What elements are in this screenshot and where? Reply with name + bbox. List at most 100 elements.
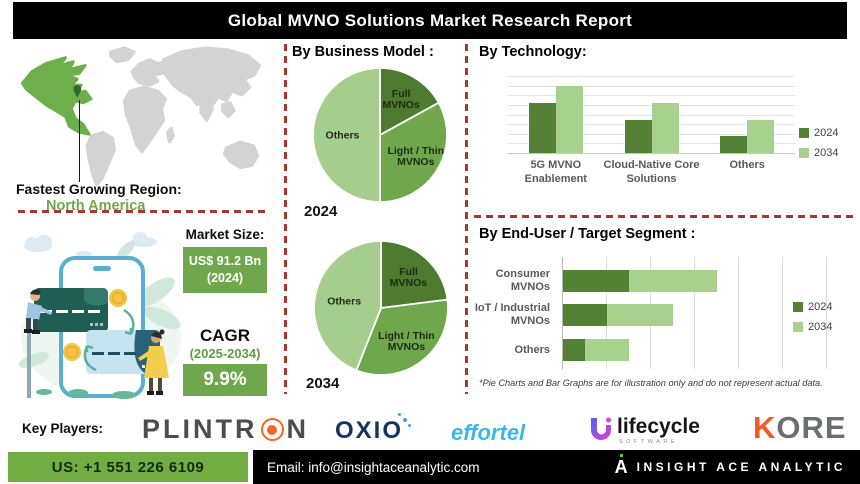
pie-slice-full-mvnos (380, 240, 449, 309)
effortel-logo: effortel (451, 420, 526, 445)
map-se-asia (220, 101, 236, 118)
category-label-others: Others (514, 343, 550, 356)
legend-swatch-2034 (799, 148, 809, 158)
pie-chart-2024: Full MVNOs Light / Thin MVNOs Others (310, 65, 450, 205)
plintron-o-ring-icon (260, 418, 284, 441)
grass-decoration (36, 389, 136, 399)
market-size-value: US$ 91.2 Bn (188, 254, 262, 268)
lifecycle-logo-text: lifecycle (617, 415, 700, 438)
bar-cloud-native-core-solutions-2034 (651, 102, 679, 153)
legend-label-2024: 2024 (808, 301, 833, 313)
person-man (24, 289, 52, 334)
category-label-cloud-native-core-solutions: Cloud-Native Core Solutions (603, 159, 700, 185)
cagr-value-box: 9.9% (183, 363, 267, 396)
pole (27, 332, 31, 398)
coin-icon (63, 343, 81, 361)
lifecycle-logo: lifecycle SOFTWARE (588, 416, 700, 445)
map-asia (160, 46, 262, 107)
kore-k-letter: K (753, 410, 777, 445)
bar-row-others (563, 339, 827, 361)
credit-card-dark (34, 288, 108, 332)
map-leader-line (79, 100, 80, 182)
cagr-label: CAGR (199, 325, 251, 345)
plintron-logo-text: PLINTR (142, 414, 258, 444)
pie-slice-others (313, 240, 382, 372)
bar-row-iot-industrial-mvnos (563, 304, 827, 326)
pie-year-label-2034: 2034 (306, 375, 340, 392)
legend-label-2034: 2034 (814, 147, 839, 159)
phone-number-box: US: +1 551 226 6109 (8, 452, 248, 482)
gridline (508, 85, 795, 87)
world-map (8, 42, 274, 199)
pie-slice-light-thin-mvnos (379, 101, 448, 203)
category-label-consumer-mvnos: Consumer MVNOs (495, 268, 550, 293)
brand-a-icon: A (614, 454, 628, 477)
technology-legend: 2024 2034 (799, 127, 838, 159)
bar-segment-consumer-mvnos-2034 (629, 270, 717, 292)
dashed-divider-vertical-2 (465, 44, 468, 394)
kore-logo: KORE (753, 410, 847, 446)
bar-others-2024 (720, 136, 748, 153)
business-model-heading: By Business Model : (292, 44, 434, 60)
pie-slice-label-light-thin-mvnos: Light / Thin MVNOs (387, 145, 444, 168)
legend-swatch-2024 (793, 302, 803, 312)
brand-name: INSIGHT ACE ANALYTIC (636, 460, 846, 474)
bar-segment-others-2034 (585, 339, 629, 361)
map-australia (222, 140, 260, 169)
pie-slice-label-others: Others (326, 130, 360, 142)
bar-others-2034 (747, 119, 775, 153)
end-user-bar-chart (562, 257, 827, 369)
map-europe (130, 58, 171, 87)
legend-item-2024: 2024 (799, 127, 838, 139)
dashed-divider-horizontal-right (474, 215, 856, 218)
pie-slice-label-full-mvnos: Full MVNOs (390, 266, 428, 289)
bar-segment-consumer-mvnos-2024 (563, 270, 629, 292)
technology-bar-chart (508, 76, 795, 154)
legend-swatch-2024 (799, 128, 809, 138)
gridline (508, 95, 795, 97)
key-players-label: Key Players: (22, 421, 104, 436)
footer-bar: Email: info@insightaceanalytic.com A INS… (253, 450, 860, 484)
bar-cloud-native-core-solutions-2024 (624, 119, 652, 153)
fastest-growing-region-value: North America (46, 198, 146, 214)
plintron-logo-text: N (286, 414, 309, 444)
bar-segment-iot-industrial-mvnos-2034 (607, 304, 673, 326)
pie-slice-label-full-mvnos: Full MVNOs (382, 88, 420, 111)
swap-arrows (83, 308, 135, 372)
oxio-logo-text: OXIO (335, 417, 404, 444)
insight-ace-analytic-logo: A INSIGHT ACE ANALYTIC (614, 454, 846, 477)
category-label-iot-industrial-mvnos: IoT / Industrial MVNOs (474, 302, 550, 327)
legend-item-2034: 2034 (793, 321, 832, 333)
location-pin-icon (73, 85, 82, 98)
pie-year-label-2024: 2024 (304, 203, 338, 220)
market-size-value-box: US$ 91.2 Bn (2024) (183, 247, 267, 293)
bar-5g-mvno-enablement-2024 (528, 102, 556, 153)
leaf-decoration (18, 240, 181, 368)
lifecycle-icon (591, 417, 611, 440)
cagr-period: (2025-2034) (189, 345, 261, 361)
map-greenland (109, 46, 136, 64)
map-north-america-highlight (20, 56, 93, 136)
map-south-america (85, 130, 116, 187)
map-africa (122, 85, 167, 154)
report-title-bar: Global MVNO Solutions Market Research Re… (13, 2, 847, 39)
pie-slice-label-others: Others (327, 295, 361, 307)
technology-category-labels: 5G MVNO Enablement Cloud-Native Core Solu… (508, 159, 795, 193)
pie-slice-others (312, 67, 381, 203)
oxio-dot-icon (403, 418, 408, 422)
category-label-5g-mvno-enablement: 5G MVNO Enablement (524, 159, 587, 185)
pie-slice-full-mvnos (379, 67, 440, 136)
lifecycle-logo-subtext: SOFTWARE (619, 439, 678, 445)
map-madagascar (166, 126, 175, 144)
bar-segment-others-2024 (563, 339, 585, 361)
fastest-growing-region-label: Fastest Growing Region: (16, 181, 182, 197)
dashed-divider-horizontal-left (18, 210, 270, 213)
report-title: Global MVNO Solutions Market Research Re… (227, 10, 633, 30)
kore-ore-letters: ORE (776, 410, 847, 445)
pie-slice-light-thin-mvnos (355, 298, 449, 376)
bar-segment-iot-industrial-mvnos-2024 (563, 304, 607, 326)
bar-row-consumer-mvnos (563, 270, 827, 292)
end-user-heading: By End-User / Target Segment : (479, 226, 696, 242)
person-woman (138, 329, 169, 395)
